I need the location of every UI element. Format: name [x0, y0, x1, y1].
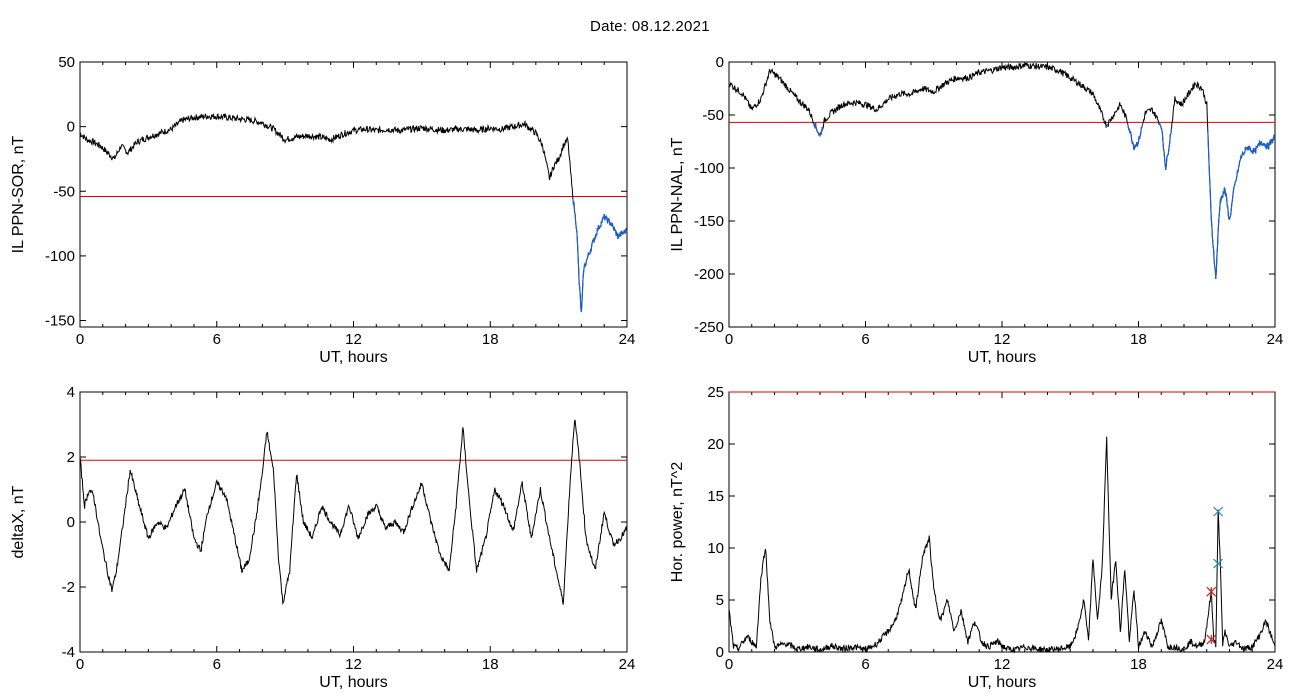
- y-tick-label: 10: [707, 540, 724, 557]
- x-axis-label: UT, hours: [319, 349, 387, 366]
- series-below-threshold: [812, 122, 824, 138]
- series-line: [80, 112, 628, 313]
- x-tick-label: 6: [213, 331, 221, 348]
- y-tick-label: -150: [694, 213, 724, 230]
- chart-3: 0 6 12 18 24 4 2 0 -2 -4 UT, hours deltaX, nT: [10, 384, 635, 691]
- series-below-threshold: [1127, 122, 1144, 151]
- x-tick-label: 18: [1130, 656, 1147, 673]
- y-tick-label: -50: [53, 183, 75, 200]
- y-axis-label: Hor. power, nT^2: [669, 462, 686, 583]
- series-line: [728, 62, 1276, 280]
- y-tick-label: 5: [716, 592, 724, 609]
- y-tick-label: 0: [67, 514, 75, 531]
- series-below-threshold: [1207, 132, 1276, 280]
- cross-marker: [1213, 506, 1224, 517]
- y-tick-label: 0: [716, 644, 724, 661]
- axes-frame: [728, 61, 1276, 328]
- y-tick-label: -2: [62, 579, 75, 596]
- y-tick-label: 20: [707, 436, 724, 453]
- marker-stroke: [1213, 506, 1224, 517]
- y-tick-label: 0: [67, 119, 75, 136]
- x-tick-label: 6: [861, 331, 869, 348]
- y-tick-label: 25: [707, 384, 724, 401]
- y-tick-label: 50: [58, 54, 75, 71]
- marker-stroke: [1213, 558, 1224, 569]
- y-tick-label: 4: [67, 384, 75, 401]
- x-tick-label: 18: [482, 331, 499, 348]
- x-tick-label: 0: [725, 331, 733, 348]
- y-axis-label: deltaX, nT: [10, 485, 27, 558]
- x-tick-label: 0: [76, 331, 84, 348]
- chart-4: 0 6 12 18 24 0 5 10 15 20 25 UT, hours Hor. power, n…: [669, 384, 1283, 691]
- y-tick-label: -200: [694, 266, 724, 283]
- x-tick-label: 6: [213, 656, 221, 673]
- cross-marker: [1213, 558, 1224, 569]
- axes-frame: [79, 61, 628, 328]
- x-tick-label: 6: [861, 656, 869, 673]
- star-marker: [1206, 634, 1217, 645]
- x-axis-label: UT, hours: [319, 674, 387, 691]
- x-tick-label: 18: [482, 656, 499, 673]
- date-title: Date: 08.12.2021: [590, 18, 710, 35]
- x-tick-label: 12: [345, 331, 362, 348]
- x-tick-label: 24: [619, 331, 636, 348]
- x-tick-label: 24: [619, 656, 636, 673]
- x-tick-label: 24: [1267, 656, 1284, 673]
- y-tick-label: -250: [694, 319, 724, 336]
- y-tick-label: -150: [45, 313, 75, 330]
- y-tick-label: -100: [45, 248, 75, 265]
- x-tick-label: 18: [1130, 331, 1147, 348]
- y-tick-label: 15: [707, 488, 724, 505]
- x-tick-label: 12: [345, 656, 362, 673]
- series-below-threshold: [1105, 123, 1109, 128]
- y-tick-label: -4: [62, 644, 75, 661]
- y-axis-label: IL PPN-SOR, nT: [10, 135, 27, 253]
- y-axis-label: IL PPN-NAL, nT: [669, 137, 686, 251]
- series-line: [728, 436, 1276, 654]
- x-tick-label: 12: [994, 656, 1011, 673]
- x-tick-label: 0: [76, 656, 84, 673]
- chart-2: 0 6 12 18 24 0 -50 -100 -150 -200 -250 UT, hours IL …: [669, 54, 1283, 366]
- y-tick-label: 0: [716, 54, 724, 71]
- x-tick-label: 12: [994, 331, 1011, 348]
- series-below-threshold: [572, 199, 628, 313]
- x-tick-label: 24: [1267, 331, 1284, 348]
- y-tick-label: 2: [67, 449, 75, 466]
- star-marker: [1206, 586, 1217, 597]
- series-line: [79, 419, 628, 606]
- axes-frame: [728, 391, 1276, 653]
- series-below-threshold: [1158, 122, 1173, 170]
- x-axis-label: UT, hours: [968, 349, 1036, 366]
- x-axis-label: UT, hours: [968, 674, 1036, 691]
- y-tick-label: -50: [702, 107, 724, 124]
- chart-1: 0 6 12 18 24 50 0 -50 -100 -150 UT, hours IL PPN-SO…: [10, 54, 635, 366]
- x-tick-label: 0: [725, 656, 733, 673]
- y-tick-label: -100: [694, 160, 724, 177]
